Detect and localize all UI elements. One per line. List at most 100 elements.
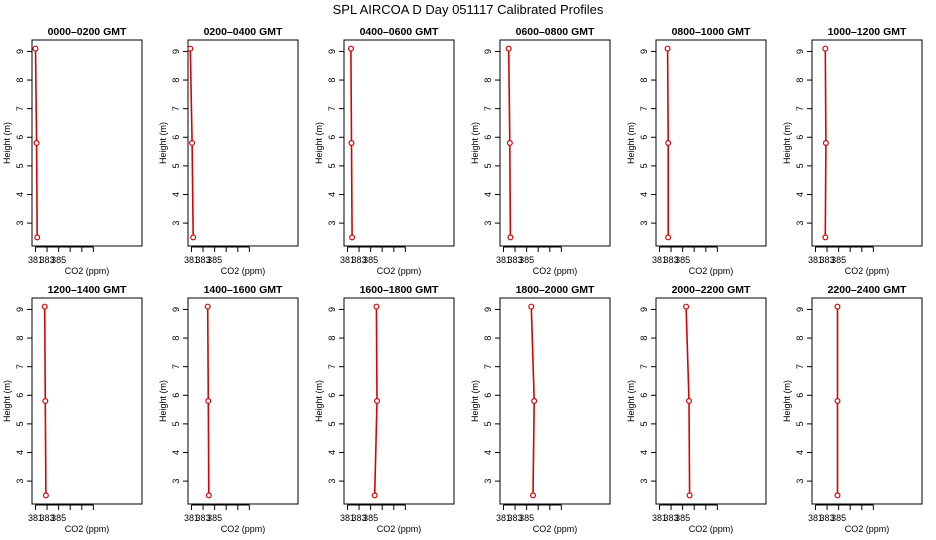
y-tick-label: 5	[483, 163, 493, 168]
y-tick-label: 8	[483, 78, 493, 83]
panel-title: 1000–1200 GMT	[828, 26, 907, 38]
y-tick-label: 5	[171, 163, 181, 168]
x-tick-label: 383	[196, 255, 211, 265]
x-tick-label: 383	[664, 255, 679, 265]
plot-frame	[499, 297, 611, 505]
y-tick-label: 3	[327, 221, 337, 226]
data-point	[33, 140, 40, 147]
panel-title: 1400–1600 GMT	[204, 284, 283, 296]
y-tick-label: 6	[327, 135, 337, 140]
data-point	[664, 45, 671, 52]
x-axis-label: CO2 (ppm)	[377, 266, 422, 276]
y-tick-label: 8	[639, 336, 649, 341]
y-axis-label: Height (m)	[314, 122, 324, 164]
data-point	[686, 492, 693, 499]
data-point	[205, 492, 212, 499]
plot-frame	[811, 39, 923, 247]
plot-frame	[31, 297, 143, 505]
x-tick-label: 381	[184, 513, 199, 523]
y-tick-label: 7	[639, 364, 649, 369]
y-tick-label: 7	[15, 106, 25, 111]
y-tick-label: 7	[483, 106, 493, 111]
data-point	[822, 45, 829, 52]
plot-frame	[343, 39, 455, 247]
x-tick-label: 385	[207, 513, 222, 523]
panel-title: 2200–2400 GMT	[828, 284, 907, 296]
y-tick-label: 3	[483, 479, 493, 484]
y-tick-label: 3	[171, 479, 181, 484]
y-tick-label: 3	[327, 479, 337, 484]
x-tick-label: 385	[675, 255, 690, 265]
y-tick-label: 9	[483, 307, 493, 312]
x-tick-label: 381	[652, 255, 667, 265]
x-tick-label: 385	[831, 255, 846, 265]
y-tick-label: 4	[795, 450, 805, 455]
x-tick-label: 385	[519, 255, 534, 265]
data-point	[41, 303, 48, 310]
y-tick-label: 7	[171, 106, 181, 111]
x-tick-label: 385	[207, 255, 222, 265]
y-tick-label: 3	[15, 221, 25, 226]
plot-frame	[187, 39, 299, 247]
y-tick-label: 7	[327, 106, 337, 111]
y-tick-label: 4	[327, 192, 337, 197]
data-point	[529, 492, 536, 499]
y-tick-label: 3	[795, 479, 805, 484]
data-point	[373, 303, 380, 310]
y-tick-label: 5	[327, 421, 337, 426]
y-tick-label: 6	[483, 393, 493, 398]
y-axis-label: Height (m)	[158, 380, 168, 422]
x-axis-label: CO2 (ppm)	[65, 524, 110, 534]
data-point	[683, 303, 690, 310]
panel-title: 0200–0400 GMT	[204, 26, 283, 38]
data-point	[531, 398, 538, 405]
y-tick-label: 4	[483, 192, 493, 197]
y-tick-label: 8	[795, 78, 805, 83]
y-tick-label: 3	[639, 221, 649, 226]
y-tick-label: 9	[795, 307, 805, 312]
x-tick-label: 383	[664, 513, 679, 523]
y-tick-label: 9	[639, 49, 649, 54]
x-axis-label: CO2 (ppm)	[377, 524, 422, 534]
data-point	[204, 303, 211, 310]
x-axis-label: CO2 (ppm)	[689, 266, 734, 276]
data-point	[665, 234, 672, 241]
y-tick-label: 6	[639, 393, 649, 398]
panel-title: 0600–0800 GMT	[516, 26, 595, 38]
y-tick-label: 8	[171, 336, 181, 341]
y-axis-label: Height (m)	[782, 380, 792, 422]
plot-frame	[655, 39, 767, 247]
y-tick-label: 9	[171, 307, 181, 312]
y-tick-label: 6	[15, 135, 25, 140]
x-tick-label: 385	[363, 513, 378, 523]
y-tick-label: 9	[15, 49, 25, 54]
data-point	[528, 303, 535, 310]
data-point	[834, 492, 841, 499]
data-point	[347, 45, 354, 52]
y-tick-label: 6	[327, 393, 337, 398]
data-point	[507, 234, 514, 241]
data-point	[374, 398, 381, 405]
x-tick-label: 381	[808, 513, 823, 523]
y-tick-label: 7	[795, 364, 805, 369]
y-tick-label: 9	[795, 49, 805, 54]
y-tick-label: 6	[171, 393, 181, 398]
y-tick-label: 8	[639, 78, 649, 83]
data-point	[822, 234, 829, 241]
y-tick-label: 8	[15, 336, 25, 341]
x-tick-label: 383	[820, 513, 835, 523]
y-tick-label: 7	[483, 364, 493, 369]
data-point	[32, 45, 39, 52]
data-point	[205, 398, 212, 405]
y-tick-label: 4	[639, 192, 649, 197]
data-point	[371, 492, 378, 499]
